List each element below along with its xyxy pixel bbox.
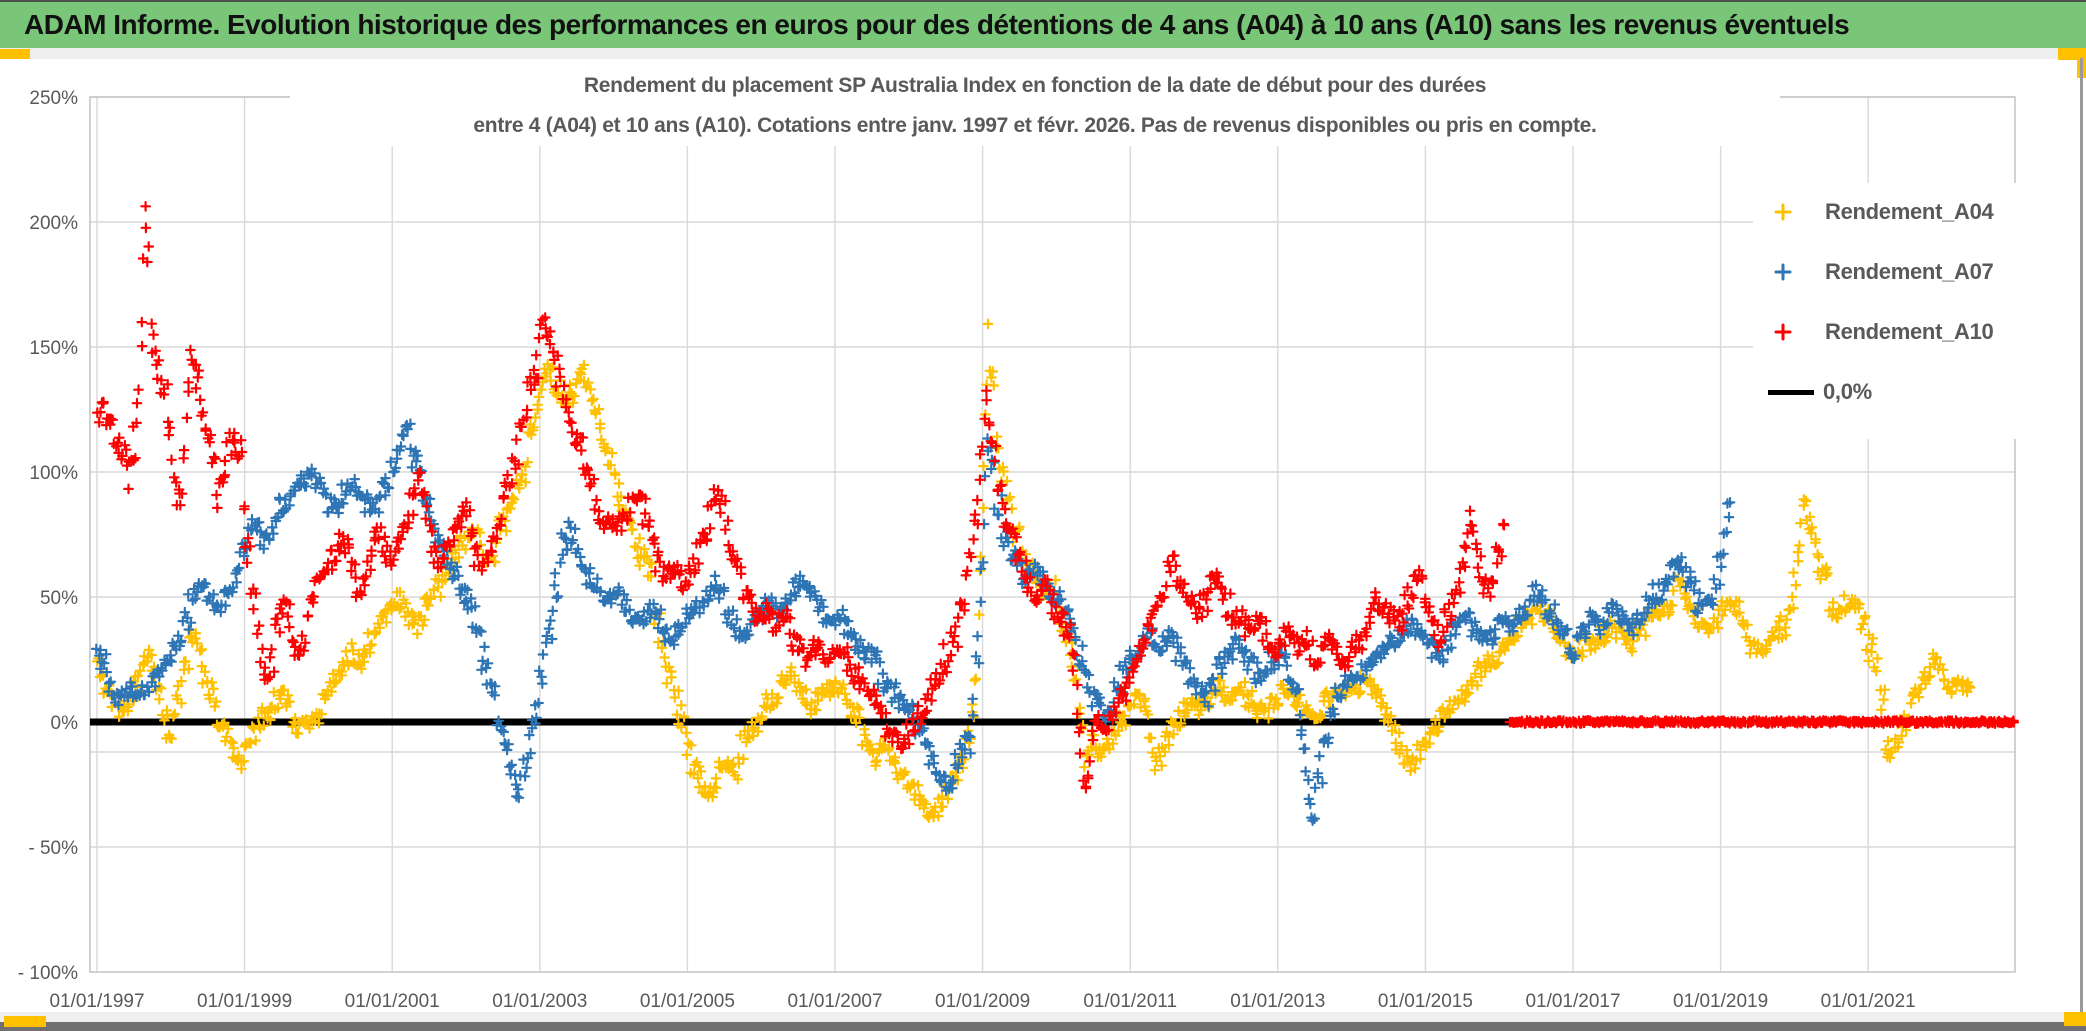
plus-marker-icon [1763,323,1803,341]
plus-marker-icon [1763,203,1803,221]
legend-label: Rendement_A10 [1825,319,1994,344]
x-tick-label: 01/01/2019 [1673,991,1768,1012]
legend-label: Rendement_A04 [1825,199,1994,224]
x-tick-label: 01/01/2007 [787,991,882,1012]
window-top-edge [0,0,2086,2]
x-tick-label: 01/01/2013 [1230,991,1325,1012]
x-tick-label: 01/01/2021 [1821,991,1916,1012]
legend-item-rendement-a07[interactable]: Rendement_A07 [1763,249,2085,295]
legend-item-rendement-a10[interactable]: Rendement_A10 [1763,309,2085,355]
legend-item-zero-line[interactable]: 0,0% [1763,369,2085,415]
y-tick-label: 50% [40,588,78,609]
y-tick-label: 250% [29,88,78,109]
y-tick-label: - 100% [18,963,78,984]
x-tick-label: 01/01/1997 [49,991,144,1012]
accent-top-right [2058,48,2086,60]
header-sub-strip [0,48,2086,59]
plus-marker-icon [1763,263,1803,281]
x-tick-label: 01/01/2011 [1083,991,1177,1012]
legend-label: Rendement_A07 [1825,259,1994,284]
header-bar: ADAM Informe. Evolution historique des p… [0,2,2086,48]
x-tick-label: 01/01/2017 [1525,991,1620,1012]
y-tick-label: 100% [29,463,78,484]
x-tick-label: 01/01/1999 [197,991,292,1012]
x-tick-label: 01/01/2001 [345,991,440,1012]
legend-label: 0,0% [1823,379,1872,404]
chart-title-line2: entre 4 (A04) et 10 ans (A10). Cotations… [473,114,1597,137]
accent-bottom-right [2064,1012,2086,1026]
footer-bar [0,1022,2086,1031]
chart-title: Rendement du placement SP Australia Inde… [290,66,1780,146]
accent-top-left [0,49,30,59]
zero-line-icon [1763,389,1819,395]
x-tick-label: 01/01/2015 [1378,991,1473,1012]
y-tick-label: - 50% [28,838,78,859]
chart-title-line1: Rendement du placement SP Australia Inde… [583,74,1487,97]
y-tick-label: 150% [29,338,78,359]
series-rendement-a07 [90,418,1736,826]
x-tick-label: 01/01/2009 [935,991,1030,1012]
y-tick-label: 200% [29,213,78,234]
legend-item-rendement-a04[interactable]: Rendement_A04 [1763,189,2085,235]
window-right-border [2080,58,2083,1012]
accent-bottom-left [4,1016,46,1027]
y-tick-label: 0% [51,713,79,734]
x-tick-label: 01/01/2003 [492,991,587,1012]
x-tick-label: 01/01/2005 [640,991,735,1012]
page-title: ADAM Informe. Evolution historique des p… [24,9,1850,40]
series-rendement-a10 [91,200,2020,794]
footer-sub-strip [0,1012,2086,1022]
legend: Rendement_A04 Rendement_A07 Rendement_A1… [1753,183,2085,439]
